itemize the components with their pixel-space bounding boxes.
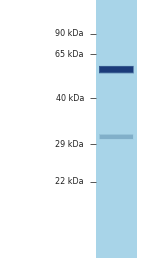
Bar (99, 134, 133, 139)
Bar (99, 66, 134, 74)
Text: 90 kDa: 90 kDa (56, 29, 84, 38)
Bar (100, 67, 133, 72)
Bar (99, 65, 134, 74)
Bar (99, 134, 134, 140)
Text: 65 kDa: 65 kDa (56, 50, 84, 59)
Bar (99, 134, 134, 140)
Bar (100, 135, 133, 139)
Text: 40 kDa: 40 kDa (56, 94, 84, 102)
Text: 29 kDa: 29 kDa (55, 140, 84, 149)
Bar (96, 0, 137, 258)
Bar (99, 66, 134, 73)
Bar (99, 66, 133, 73)
Text: 22 kDa: 22 kDa (55, 178, 84, 186)
Bar (98, 65, 134, 75)
